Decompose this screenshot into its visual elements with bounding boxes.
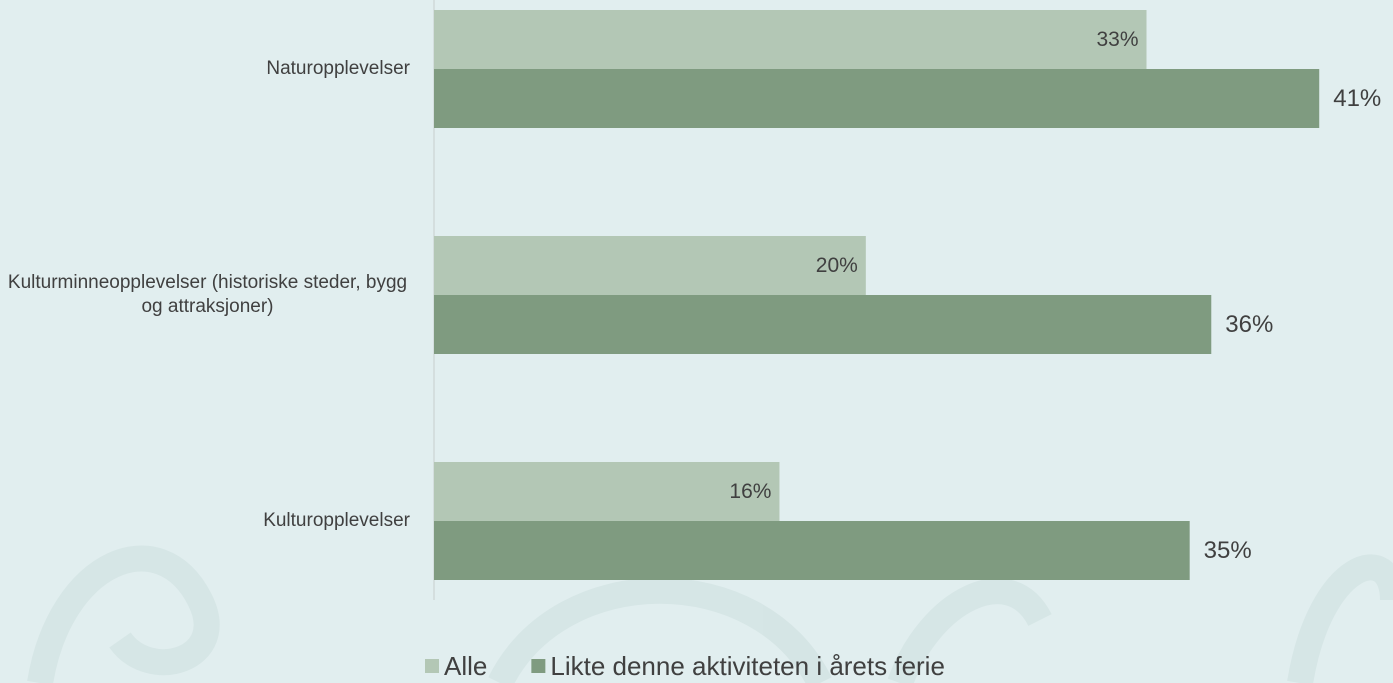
bar — [434, 69, 1319, 128]
bar — [434, 462, 779, 521]
value-label: 16% — [729, 480, 771, 503]
y-tick-label: Kulturminneopplevelser (historiske stede… — [5, 271, 410, 319]
page: {"chart_data": {"type": "bar", "orientat… — [0, 0, 1393, 683]
category-label-box: Kulturminneopplevelser (historiske stede… — [5, 271, 410, 319]
value-label: 41% — [1333, 85, 1381, 112]
value-label: 20% — [816, 254, 858, 277]
legend-label: Alle — [444, 651, 487, 681]
chart: 33% 41% 20% 36% 16% 35% Alle Likte denne aktivi… — [0, 0, 1393, 683]
value-label: 33% — [1096, 28, 1138, 51]
value-label: 36% — [1225, 311, 1273, 338]
category-label-box: Naturopplevelser — [5, 57, 410, 81]
legend-swatch — [425, 659, 439, 673]
value-label: 35% — [1204, 537, 1252, 564]
bar — [434, 236, 866, 295]
y-tick-label: Kulturopplevelser — [263, 509, 410, 533]
bar — [434, 10, 1147, 69]
y-tick-label: Naturopplevelser — [266, 57, 410, 81]
legend-swatch — [531, 659, 545, 673]
bar — [434, 295, 1211, 354]
bar — [434, 521, 1190, 580]
legend-label: Likte denne aktiviteten i årets ferie — [550, 651, 945, 681]
category-label-box: Kulturopplevelser — [5, 509, 410, 533]
